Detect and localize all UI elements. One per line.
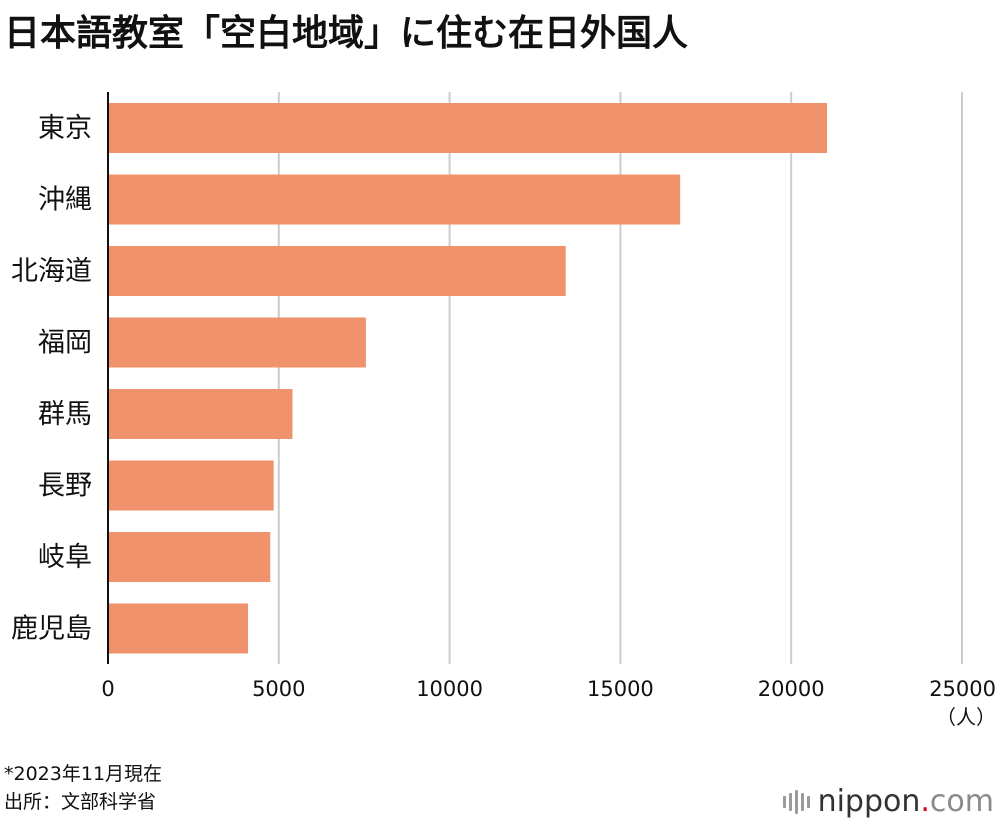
category-label: 沖縄 [38,185,92,216]
category-label: 福岡 [38,328,92,359]
bar [108,174,681,225]
nippon-logo: nippon.com [782,784,994,819]
x-unit-label: （人） [936,705,996,729]
x-tick-label: 5000 [252,677,305,701]
x-tick-label: 0 [101,677,114,701]
logo-mark-icon [782,789,810,814]
bar [108,603,249,654]
category-label: 岐阜 [38,542,92,573]
logo-suffix: com [929,784,994,819]
x-tick-label: 25000 [929,677,996,701]
bars [108,103,828,654]
x-tick-label: 15000 [587,677,654,701]
x-tick-labels: 0 5000 10000 15000 20000 25000 [101,677,996,701]
logo-name: nippon [817,784,921,819]
logo-text: nippon.com [818,784,994,819]
bar [108,246,566,296]
bar [108,532,271,582]
source-note: 出所：文部科学省 [4,791,157,813]
x-tick-label: 10000 [416,677,483,701]
category-label: 鹿児島 [11,614,92,645]
bar [108,389,293,439]
logo-dot: . [920,784,930,819]
category-label: 長野 [38,471,92,502]
date-note: *2023年11月現在 [4,763,163,785]
bar [108,103,828,153]
category-label: 東京 [38,113,92,144]
x-tick-label: 20000 [758,677,825,701]
footnotes: *2023年11月現在 出所：文部科学省 [4,760,162,816]
category-label: 群馬 [38,399,92,430]
bar [108,317,366,368]
bar [108,460,274,511]
chart-title: 日本語教室「空白地域」に住む在日外国人 [4,13,689,54]
category-label: 北海道 [11,256,92,287]
